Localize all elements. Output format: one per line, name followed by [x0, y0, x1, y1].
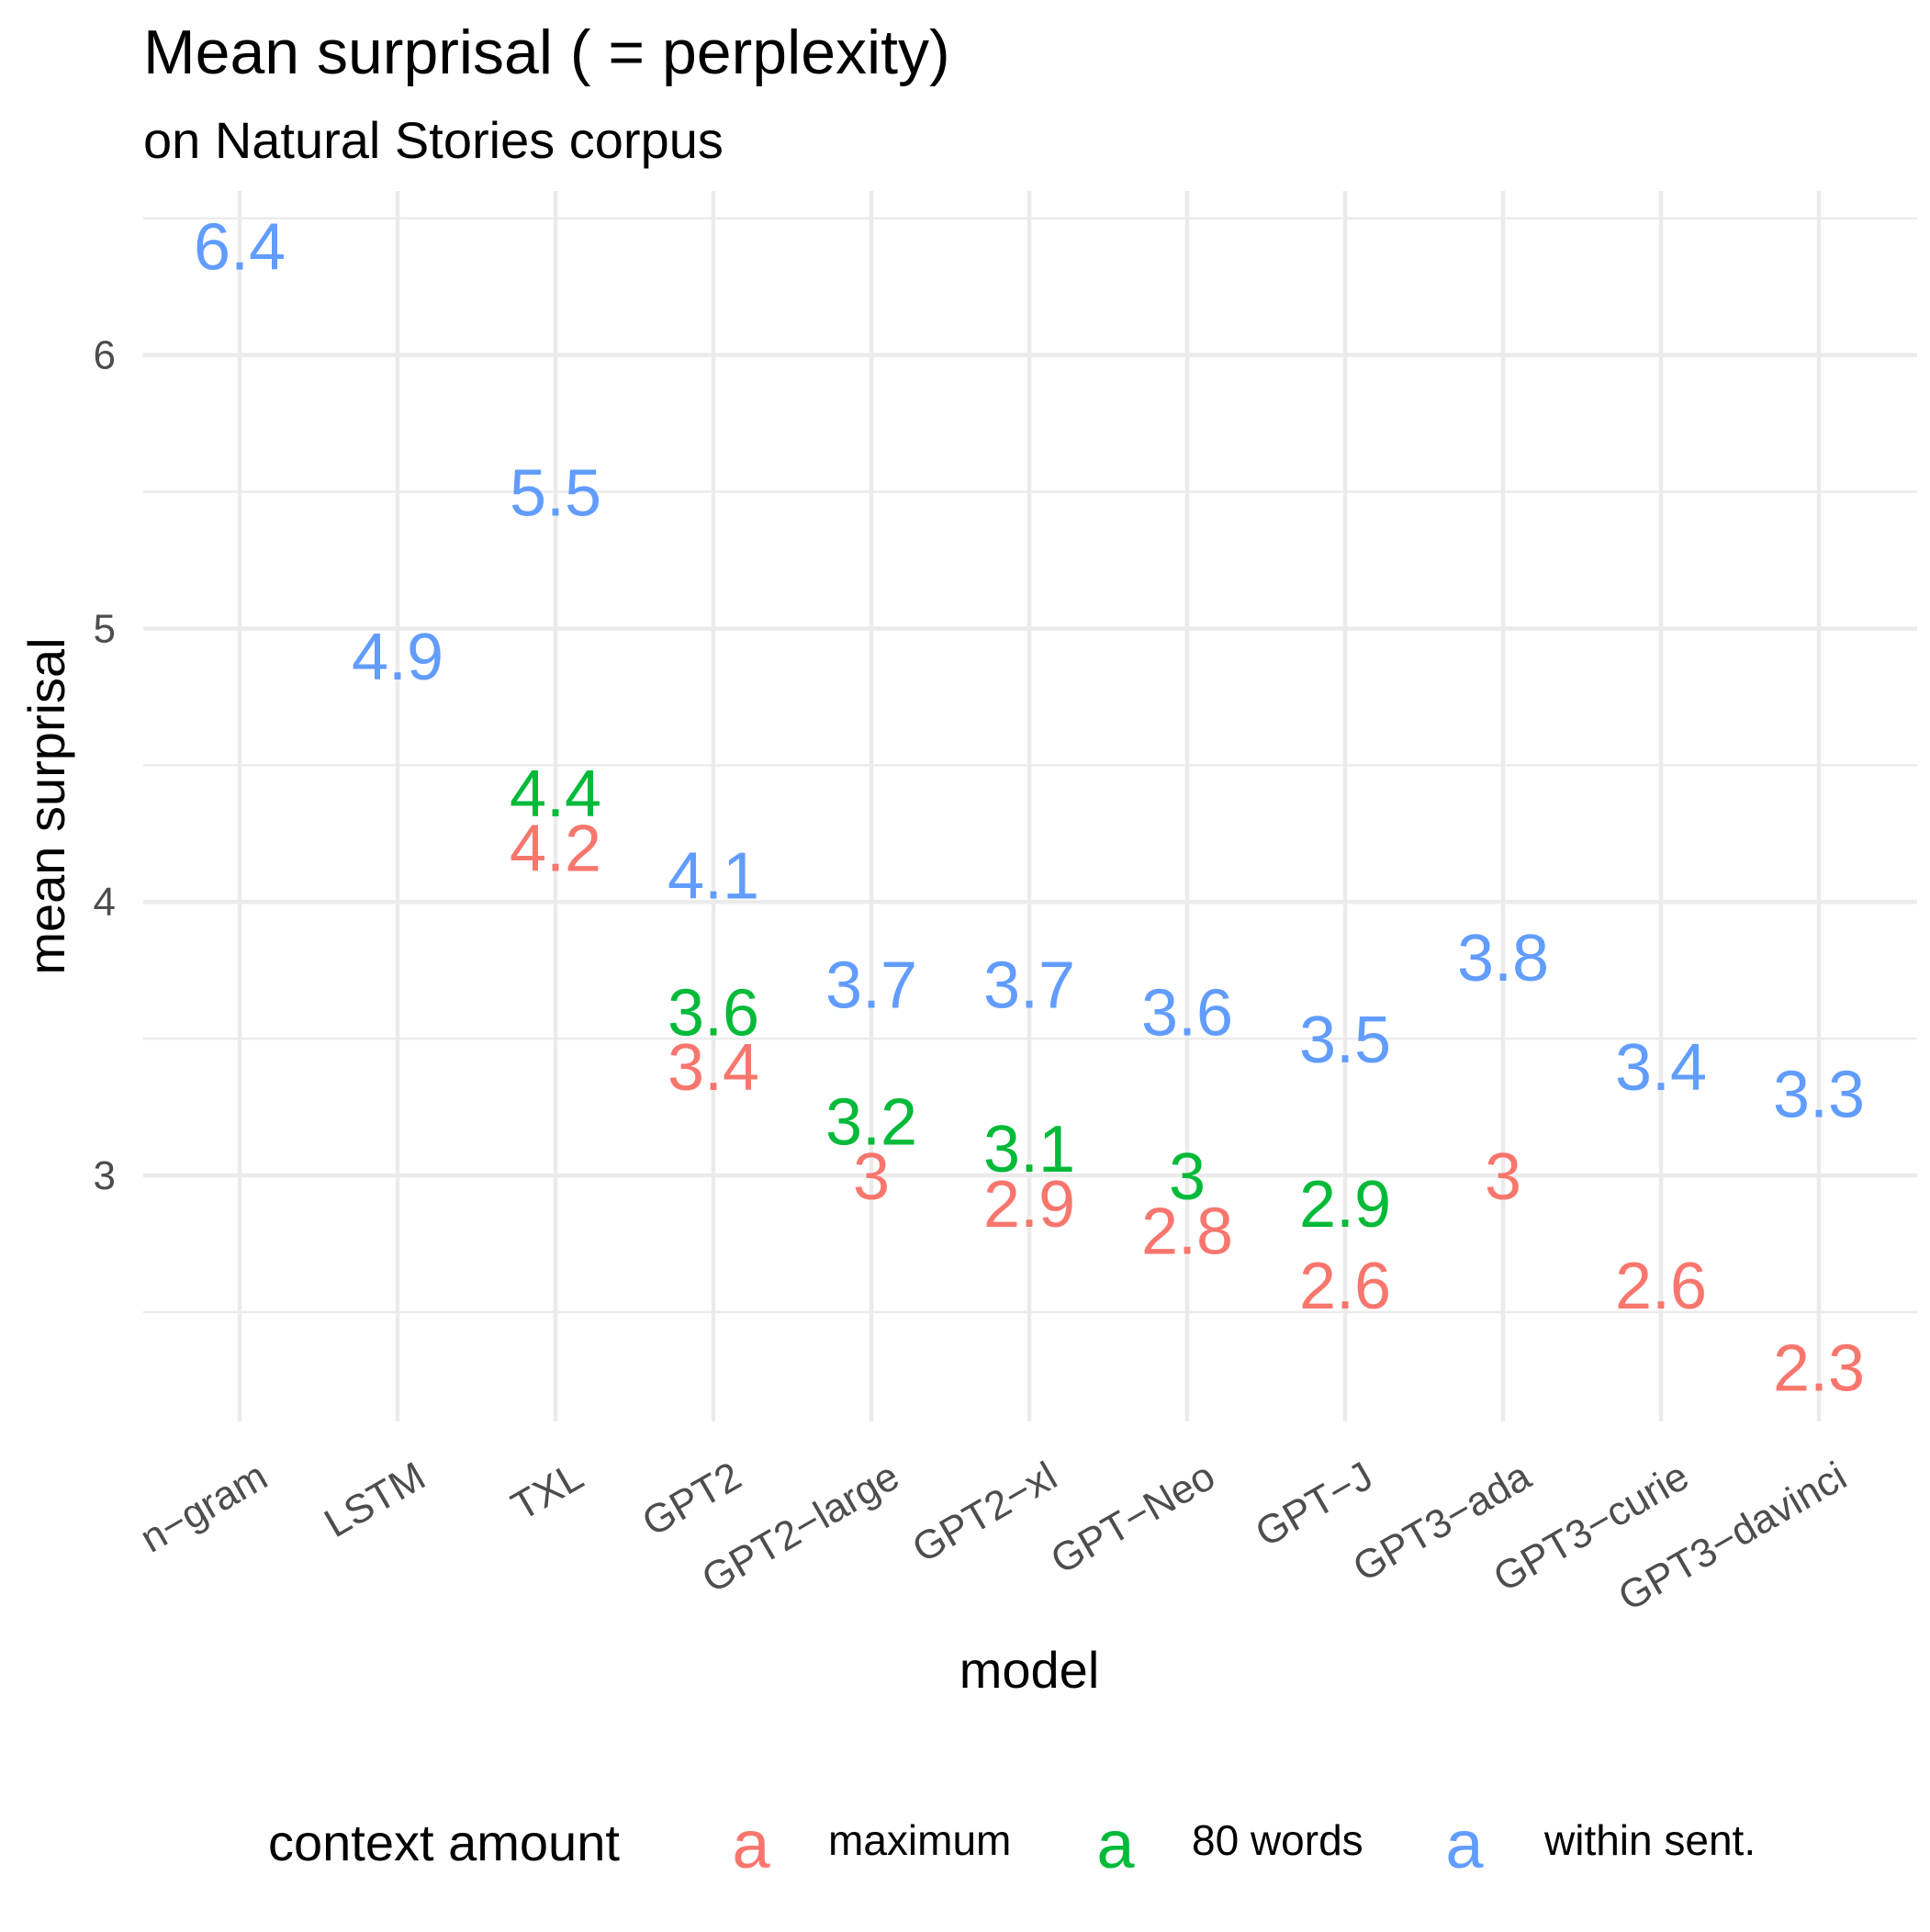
data-label: 2.9: [983, 1168, 1075, 1241]
data-label: 4.4: [510, 758, 601, 831]
data-label: 2.3: [1773, 1331, 1865, 1405]
y-tick-label: 6: [94, 333, 116, 378]
legend-key-glyph: a: [732, 1806, 770, 1882]
data-label: 3.1: [983, 1113, 1075, 1186]
legend: context amount a maximum a 80 words a within …: [268, 1806, 1756, 1882]
y-tick-label: 5: [94, 606, 116, 651]
data-label: 2.9: [1299, 1168, 1391, 1241]
legend-key-glyph: a: [1096, 1806, 1135, 1882]
data-label: 3.5: [1299, 1004, 1391, 1077]
legend-label: within sent.: [1543, 1816, 1756, 1864]
chart-title: Mean surprisal ( = perplexity): [143, 17, 950, 87]
data-label: 4.9: [352, 621, 443, 694]
x-tick-label: GPT−Neo: [1043, 1454, 1222, 1583]
data-label: 3.6: [1141, 976, 1233, 1050]
data-label: 3.4: [1615, 1031, 1707, 1105]
x-tick-label: n−gram: [133, 1454, 275, 1562]
data-label: 3.7: [825, 949, 917, 1023]
data-label: 3.6: [668, 976, 759, 1050]
x-tick-label: LSTM: [317, 1454, 432, 1546]
y-tick-label: 4: [94, 880, 116, 925]
y-tick-label: 3: [94, 1153, 116, 1198]
data-label: 3.4: [668, 1031, 759, 1105]
data-label: 3: [1169, 1140, 1206, 1214]
legend-title: context amount: [268, 1814, 620, 1871]
data-label: 3.3: [1773, 1059, 1865, 1132]
data-label: 2.6: [1299, 1250, 1391, 1323]
x-tick-label: GPT2−xl: [905, 1454, 1065, 1572]
data-label: 3.8: [1457, 922, 1549, 995]
data-label: 3: [853, 1140, 890, 1214]
data-label: 4.1: [668, 839, 759, 913]
legend-key-glyph: a: [1445, 1806, 1484, 1882]
x-axis-title: model: [959, 1641, 1100, 1699]
x-tick-label: GPT−J: [1248, 1454, 1380, 1556]
x-tick-label: TXL: [504, 1454, 590, 1530]
data-label: 6.4: [194, 211, 286, 285]
legend-label: 80 words: [1192, 1816, 1363, 1864]
chart-subtitle: on Natural Stories corpus: [143, 111, 724, 169]
data-label: 2.8: [1141, 1196, 1233, 1269]
data-label: 4.2: [510, 813, 601, 886]
data-label: 3.7: [983, 949, 1075, 1023]
x-tick-label: GPT2: [634, 1454, 748, 1545]
data-label: 3: [1485, 1140, 1521, 1214]
y-axis-title: mean surprisal: [17, 637, 75, 974]
data-label: 2.6: [1615, 1250, 1707, 1323]
data-label: 5.5: [510, 457, 601, 531]
legend-label: maximum: [828, 1816, 1011, 1864]
data-label: 3.2: [825, 1085, 917, 1159]
